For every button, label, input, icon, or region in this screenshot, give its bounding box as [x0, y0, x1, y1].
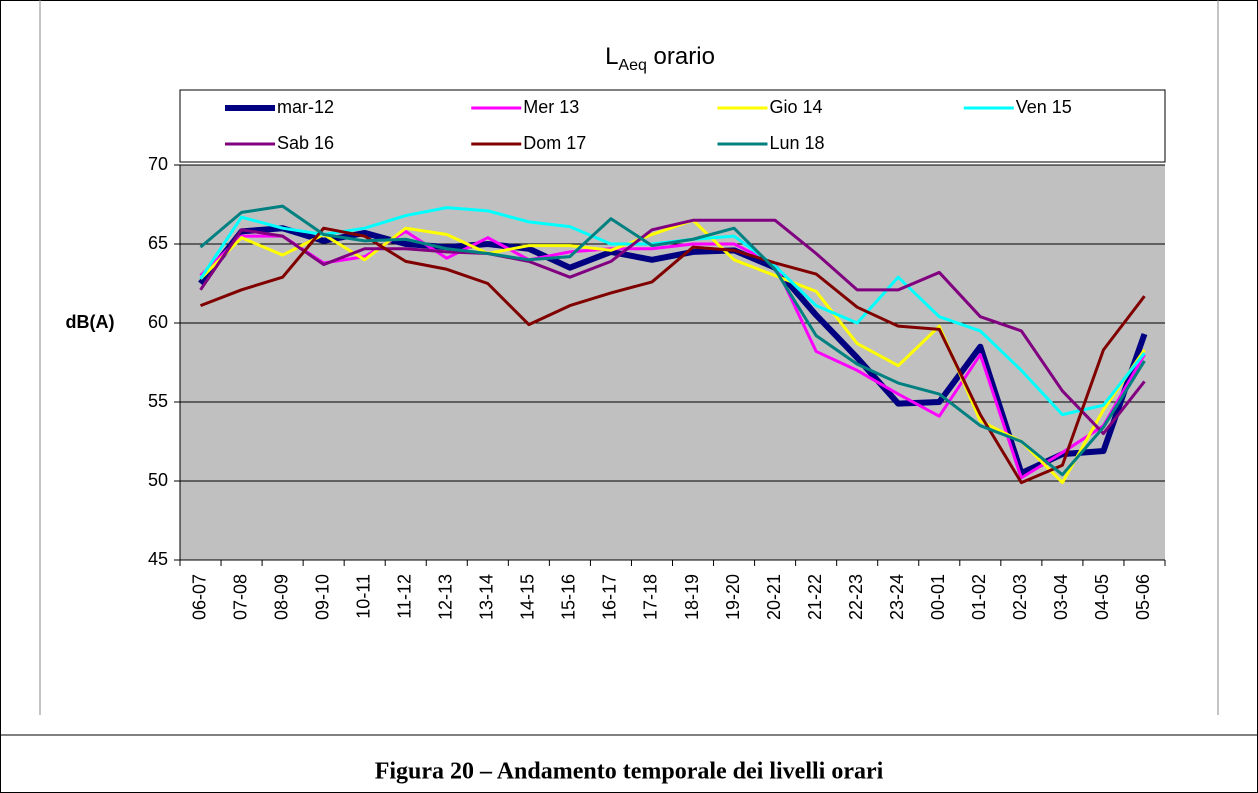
y-tick-label: 70: [148, 154, 168, 174]
title-rest: orario: [647, 43, 715, 70]
x-tick-label: 02-03: [1010, 574, 1030, 620]
title-main: L: [605, 43, 618, 70]
x-tick-label: 13-14: [477, 574, 497, 620]
x-tick-label: 05-06: [1133, 574, 1153, 620]
legend-label: Dom 17: [523, 133, 586, 153]
legend-label: Sab 16: [277, 133, 334, 153]
y-tick-label: 55: [148, 391, 168, 411]
x-tick-label: 21-22: [805, 574, 825, 620]
legend-label: Lun 18: [770, 133, 825, 153]
legend-label: Ven 15: [1016, 97, 1072, 117]
y-axis-label: dB(A): [66, 312, 115, 332]
x-tick-label: 04-05: [1092, 574, 1112, 620]
legend-label: Mer 13: [523, 97, 579, 117]
legend-label: mar-12: [277, 97, 334, 117]
x-tick-label: 19-20: [723, 574, 743, 620]
legend-label: Gio 14: [770, 97, 823, 117]
x-tick-label: 01-02: [969, 574, 989, 620]
x-tick-label: 16-17: [600, 574, 620, 620]
x-tick-label: 18-19: [682, 574, 702, 620]
title-sub: Aeq: [618, 57, 646, 74]
y-tick-label: 60: [148, 312, 168, 332]
caption: Figura 20 – Andamento temporale dei live…: [375, 759, 884, 785]
x-tick-label: 11-12: [394, 574, 414, 619]
y-tick-label: 65: [148, 233, 168, 253]
series-line: [199, 218, 1146, 436]
x-tick-label: 06-07: [189, 574, 209, 620]
series-line: [199, 204, 1146, 477]
x-tick-label: 09-10: [312, 574, 332, 620]
series-line: [199, 226, 1146, 485]
chart-title: LAeq orario: [605, 43, 715, 74]
x-tick-label: 08-09: [271, 574, 291, 620]
x-tick-label: 10-11: [353, 574, 373, 619]
series-line: [199, 229, 1146, 480]
y-tick-label: 50: [148, 470, 168, 490]
legend-box: [179, 89, 1166, 163]
x-tick-label: 03-04: [1051, 574, 1071, 620]
x-tick-label: 15-16: [559, 574, 579, 620]
x-tick-label: 14-15: [518, 574, 538, 620]
x-tick-label: 17-18: [641, 574, 661, 620]
x-tick-label: 07-08: [230, 574, 250, 620]
x-tick-label: 23-24: [887, 574, 907, 620]
x-tick-label: 20-21: [764, 574, 784, 620]
x-tick-label: 00-01: [928, 574, 948, 620]
x-tick-label: 12-13: [436, 574, 456, 620]
x-tick-label: 22-23: [846, 574, 866, 620]
y-tick-label: 45: [148, 549, 168, 569]
